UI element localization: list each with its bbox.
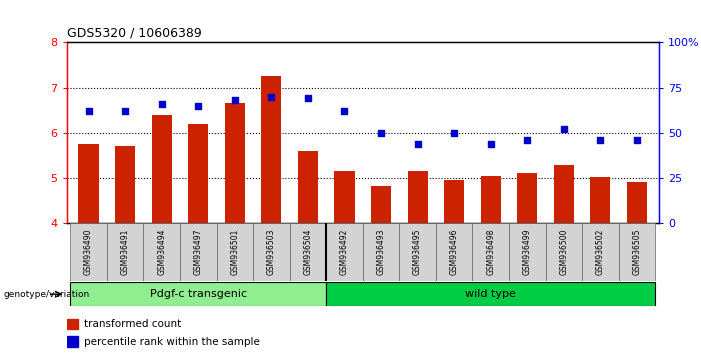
Point bbox=[83, 108, 94, 114]
Point bbox=[339, 108, 350, 114]
Bar bbox=[225, 103, 245, 223]
Point bbox=[632, 137, 643, 143]
FancyBboxPatch shape bbox=[545, 223, 582, 281]
Bar bbox=[67, 319, 79, 329]
FancyBboxPatch shape bbox=[326, 223, 363, 281]
Point bbox=[302, 96, 313, 101]
Text: GSM936502: GSM936502 bbox=[596, 229, 605, 275]
Text: Pdgf-c transgenic: Pdgf-c transgenic bbox=[150, 289, 247, 299]
Point bbox=[193, 103, 204, 108]
Text: GSM936493: GSM936493 bbox=[376, 229, 386, 275]
Bar bbox=[334, 171, 355, 223]
Point bbox=[522, 137, 533, 143]
Text: GSM936498: GSM936498 bbox=[486, 229, 495, 275]
Bar bbox=[115, 146, 135, 223]
Text: GSM936499: GSM936499 bbox=[523, 229, 532, 275]
Text: GSM936497: GSM936497 bbox=[193, 229, 203, 275]
Point bbox=[156, 101, 168, 107]
FancyBboxPatch shape bbox=[70, 282, 326, 306]
Text: GSM936496: GSM936496 bbox=[449, 229, 458, 275]
FancyBboxPatch shape bbox=[509, 223, 545, 281]
FancyBboxPatch shape bbox=[70, 223, 107, 281]
FancyBboxPatch shape bbox=[582, 223, 619, 281]
Text: GSM936492: GSM936492 bbox=[340, 229, 349, 275]
Point bbox=[266, 94, 277, 99]
Text: wild type: wild type bbox=[465, 289, 516, 299]
FancyBboxPatch shape bbox=[400, 223, 436, 281]
Text: transformed count: transformed count bbox=[84, 319, 182, 329]
FancyBboxPatch shape bbox=[180, 223, 217, 281]
FancyBboxPatch shape bbox=[326, 282, 655, 306]
Point bbox=[449, 130, 460, 136]
FancyBboxPatch shape bbox=[253, 223, 290, 281]
Bar bbox=[67, 336, 79, 347]
Text: GSM936503: GSM936503 bbox=[267, 229, 276, 275]
Text: GSM936495: GSM936495 bbox=[413, 229, 422, 275]
Bar bbox=[371, 186, 391, 223]
FancyBboxPatch shape bbox=[363, 223, 400, 281]
Bar bbox=[627, 182, 647, 223]
Point bbox=[229, 97, 240, 103]
Bar bbox=[554, 165, 574, 223]
Point bbox=[485, 141, 496, 147]
FancyBboxPatch shape bbox=[144, 223, 180, 281]
Bar bbox=[188, 124, 208, 223]
Point bbox=[558, 126, 569, 132]
Text: genotype/variation: genotype/variation bbox=[4, 290, 90, 299]
Bar bbox=[407, 171, 428, 223]
Bar bbox=[298, 151, 318, 223]
Bar bbox=[79, 144, 99, 223]
Bar bbox=[261, 76, 281, 223]
Text: GSM936494: GSM936494 bbox=[157, 229, 166, 275]
Text: GDS5320 / 10606389: GDS5320 / 10606389 bbox=[67, 27, 201, 40]
Text: GSM936501: GSM936501 bbox=[231, 229, 239, 275]
Text: GSM936505: GSM936505 bbox=[632, 229, 641, 275]
Bar bbox=[590, 177, 611, 223]
FancyBboxPatch shape bbox=[436, 223, 472, 281]
FancyBboxPatch shape bbox=[107, 223, 144, 281]
Point bbox=[412, 141, 423, 147]
Text: GSM936500: GSM936500 bbox=[559, 229, 569, 275]
Point bbox=[119, 108, 130, 114]
Bar bbox=[517, 173, 538, 223]
FancyBboxPatch shape bbox=[217, 223, 253, 281]
Bar bbox=[151, 115, 172, 223]
Text: GSM936490: GSM936490 bbox=[84, 229, 93, 275]
Point bbox=[595, 137, 606, 143]
Text: GSM936504: GSM936504 bbox=[304, 229, 313, 275]
Text: GSM936491: GSM936491 bbox=[121, 229, 130, 275]
Text: percentile rank within the sample: percentile rank within the sample bbox=[84, 337, 260, 347]
FancyBboxPatch shape bbox=[472, 223, 509, 281]
Point bbox=[376, 130, 387, 136]
Bar bbox=[481, 176, 501, 223]
FancyBboxPatch shape bbox=[290, 223, 326, 281]
Bar bbox=[444, 180, 464, 223]
FancyBboxPatch shape bbox=[619, 223, 655, 281]
